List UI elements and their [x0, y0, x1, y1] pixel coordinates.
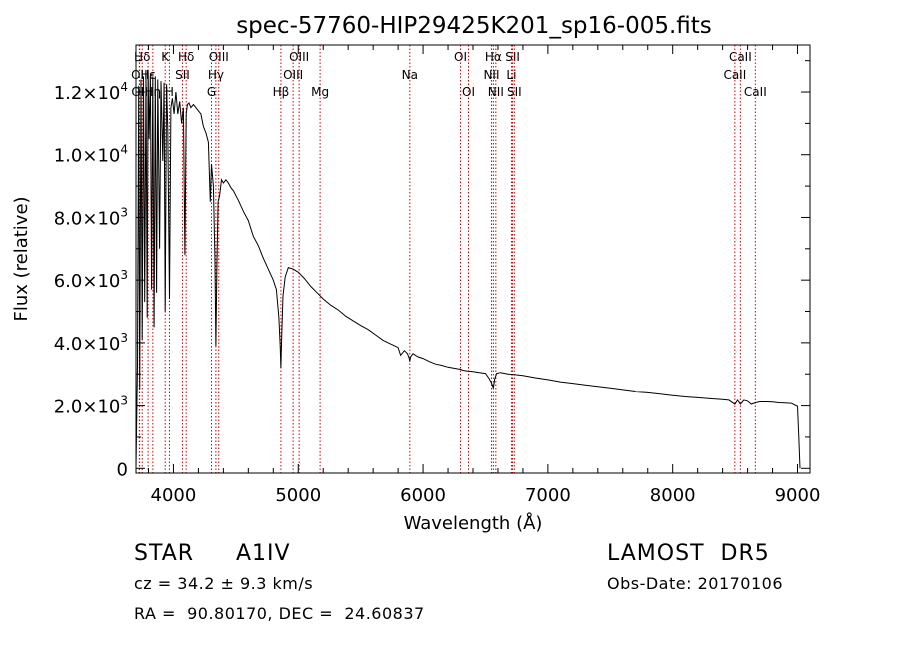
- y-axis-label: Flux (relative): [11, 196, 32, 321]
- y-tick-label: 2.0×103: [54, 394, 128, 418]
- line-marker-label: OI: [454, 50, 467, 64]
- object-subclass: A1IV: [236, 541, 291, 566]
- x-tick-label: 7000: [525, 485, 571, 506]
- y-tick-label: 4.0×103: [54, 331, 128, 355]
- x-tick-label: 4000: [151, 485, 197, 506]
- line-marker-label: NII: [488, 85, 504, 99]
- x-tick-label: 5000: [275, 485, 321, 506]
- survey-name: LAMOST DR5: [607, 541, 770, 566]
- redshift-velocity: cz = 34.2 ± 9.3 km/s: [134, 574, 314, 593]
- x-axis-label: Wavelength (Å): [404, 512, 543, 534]
- x-tick-label: 9000: [775, 485, 821, 506]
- line-marker-label: NII: [483, 68, 499, 82]
- y-tick-label: 1.2×104: [54, 80, 128, 104]
- x-axis-ticks: 4000 5000 6000 7000 8000 9000: [147, 45, 821, 506]
- y-tick-label: 0: [117, 459, 128, 480]
- object-class: STAR: [134, 541, 195, 566]
- line-marker-label: Hα: [485, 50, 502, 64]
- line-marker-label: K: [161, 50, 170, 64]
- chart-title: spec-57760-HIP29425K201_sp16-005.fits: [236, 13, 712, 39]
- line-marker-label: OI: [462, 85, 475, 99]
- line-marker-label: Hβ: [273, 85, 290, 99]
- line-marker-label: CaII: [744, 85, 767, 99]
- line-marker-label: CaII: [729, 50, 752, 64]
- coordinates: RA = 90.80170, DEC = 24.60837: [134, 604, 425, 623]
- line-marker-label: OIII: [209, 50, 229, 64]
- line-marker-label: SII: [175, 68, 190, 82]
- line-marker-label: Mg: [311, 85, 329, 99]
- y-tick-label: 1.0×104: [54, 143, 128, 167]
- line-marker-label: H: [165, 85, 174, 99]
- line-marker-label: Na: [402, 68, 418, 82]
- spectrum-series: [136, 70, 801, 469]
- line-marker-label: OIII: [283, 68, 303, 82]
- y-axis-ticks: 0 2.0×103 4.0×103 6.0×103 8.0×103 1.0×104 1.2×…: [54, 60, 810, 480]
- x-tick-label: 8000: [650, 485, 696, 506]
- observation-date: Obs-Date: 20170106: [607, 574, 784, 593]
- line-marker-label: Li: [506, 68, 516, 82]
- y-tick-label: 8.0×103: [54, 205, 128, 229]
- line-marker-label: OIII: [289, 50, 309, 64]
- line-marker-label: SII: [505, 50, 520, 64]
- line-marker-label: Hγ: [208, 68, 224, 82]
- plot-frame: [135, 44, 811, 474]
- line-marker-label: CaII: [723, 68, 746, 82]
- line-marker-label: SII: [507, 85, 522, 99]
- line-marker-label: G: [207, 85, 216, 99]
- y-tick-label: 6.0×103: [54, 268, 128, 292]
- line-marker-label: Hδ: [178, 50, 194, 64]
- spectrum-line: [136, 70, 801, 469]
- x-tick-label: 6000: [400, 485, 446, 506]
